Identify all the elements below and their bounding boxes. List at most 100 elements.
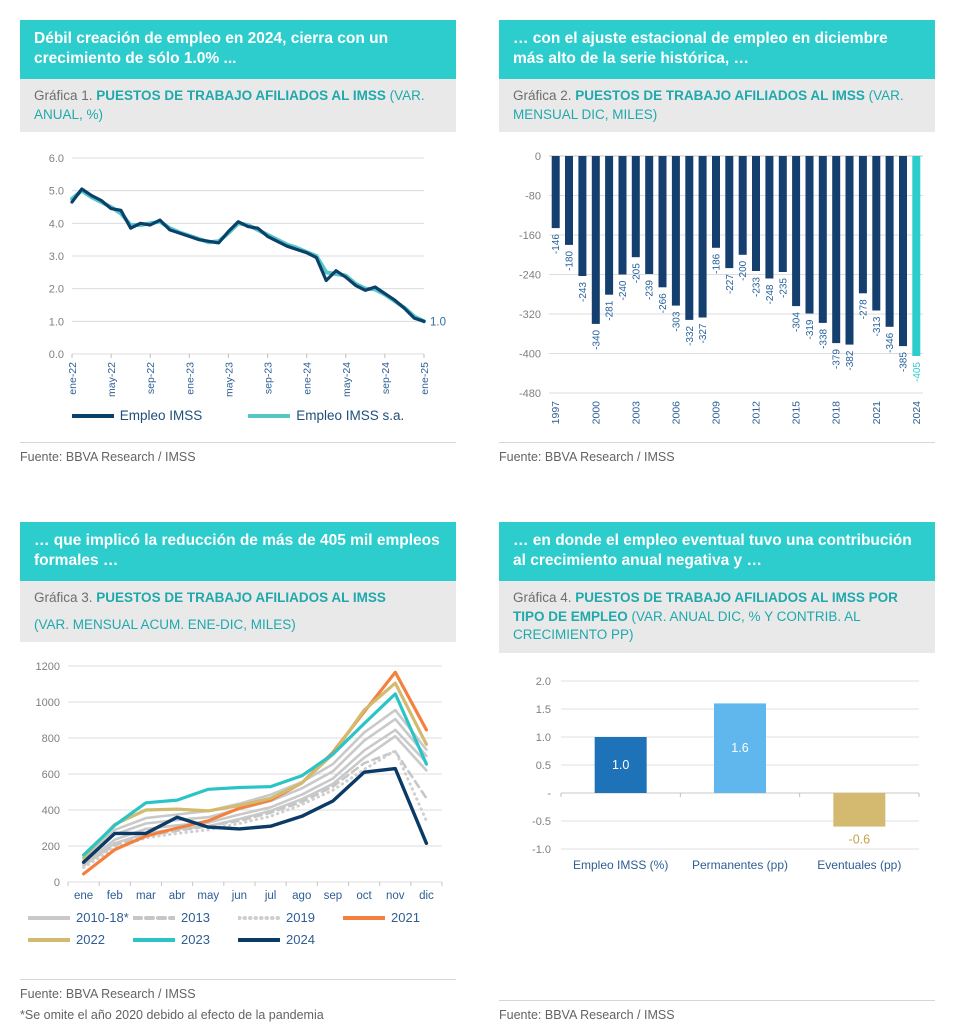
x-axis: ene-22 may-22 sep-22 ene-23 may-23 sep-23 ene-… [67,354,431,397]
caption-subtitle: (VAR. MENSUAL ACUM. ENE-DIC, MILES) [34,616,296,632]
banner-grafica-2: … con el ajuste estacional de empleo en … [499,20,935,79]
svg-text:1997: 1997 [550,401,562,425]
svg-text:2006: 2006 [670,401,682,425]
svg-text:-205: -205 [631,263,642,283]
bars: 1.0 Empleo IMSS (%) 1.6 Permanentes (pp) -0.… [573,703,901,872]
svg-text:-233: -233 [752,277,763,297]
caption-prefix: Gráfica 4. [513,589,572,605]
svg-text:0: 0 [535,151,541,163]
grafica-1-legend: Empleo IMSS Empleo IMSS s.a. [20,408,456,423]
svg-text:-80: -80 [525,191,541,203]
legend-item-2019: 2019 [238,910,343,925]
svg-text:may-22: may-22 [106,362,118,397]
svg-text:mar: mar [136,890,156,902]
svg-text:-281: -281 [605,300,616,320]
source-note: Fuente: BBVA Research / IMSS [20,979,456,1001]
source-note: Fuente: BBVA Research / IMSS [20,442,456,464]
svg-text:-235: -235 [778,278,789,298]
legend-swatch-icon [133,937,175,942]
grafica-3-legend: 2010-18* 2013 2019 2021 2022 2023 2024 [28,910,456,947]
bars: -146 1997 -180-243 -340 2000 -281-240-205 2003… [550,156,923,425]
svg-text:abr: abr [169,890,186,902]
series-2023 [81,692,428,857]
svg-text:ene-23: ene-23 [184,362,196,395]
card-grafica-4: … en donde el empleo eventual tuvo una c… [499,522,935,1022]
svg-text:-313: -313 [872,316,883,336]
svg-text:1.0: 1.0 [49,316,64,328]
svg-text:1200: 1200 [36,661,60,673]
svg-text:-240: -240 [618,280,629,300]
end-value-label: 1.0 [430,316,446,328]
caption-prefix: Gráfica 3. [34,589,93,605]
svg-text:2012: 2012 [751,401,763,425]
svg-text:ago: ago [292,890,311,902]
caption-title: PUESTOS DE TRABAJO AFILIADOS AL IMSS [96,589,386,605]
svg-text:-248: -248 [765,284,776,304]
svg-text:Empleo IMSS (%): Empleo IMSS (%) [573,858,668,872]
svg-text:Permanentes (pp): Permanentes (pp) [692,858,788,872]
svg-text:0.0: 0.0 [49,349,64,361]
svg-text:ene-24: ene-24 [302,362,314,395]
card-grafica-1: Débil creación de empleo en 2024, cierra… [20,20,456,464]
caption-title: PUESTOS DE TRABAJO AFILIADOS AL IMSS POR… [513,589,898,624]
svg-text:0.5: 0.5 [536,760,551,772]
svg-text:-382: -382 [845,350,856,370]
legend-label: 2024 [286,932,315,948]
legend-item-2010-18-: 2010-18* [28,910,133,925]
svg-text:-160: -160 [519,230,541,242]
svg-text:3.0: 3.0 [49,251,64,263]
svg-text:-327: -327 [698,323,709,343]
svg-text:-239: -239 [645,280,656,300]
svg-text:2.0: 2.0 [536,676,551,688]
legend-swatch-icon [71,413,114,418]
legend-label: Empleo IMSS s.a. [296,408,405,424]
legend-item-2024: 2024 [238,932,343,947]
svg-text:-227: -227 [725,274,736,294]
svg-text:-332: -332 [685,326,696,346]
svg-text:1.6: 1.6 [731,741,748,755]
svg-text:1000: 1000 [36,697,60,709]
legend-swatch-icon [238,937,280,942]
legend-label: Empleo IMSS [119,408,203,424]
svg-text:1.0: 1.0 [536,732,551,744]
svg-text:-200: -200 [738,261,749,281]
caption-grafica-3: Gráfica 3. PUESTOS DE TRABAJO AFILIADOS … [20,580,456,643]
svg-text:-266: -266 [658,293,669,313]
svg-text:2000: 2000 [590,401,602,425]
series-2022 [81,681,428,860]
svg-text:600: 600 [42,769,60,781]
legend-label: 2010-18* [76,910,129,926]
svg-text:sep-22: sep-22 [145,362,157,394]
legend-label: 2021 [391,910,420,926]
svg-text:-346: -346 [885,333,896,353]
svg-text:-340: -340 [591,330,602,350]
svg-text:0: 0 [54,877,60,889]
svg-text:2.0: 2.0 [49,284,64,296]
svg-text:-186: -186 [712,254,723,274]
caption-title: PUESTOS DE TRABAJO AFILIADOS AL IMSS [96,87,386,103]
svg-text:-338: -338 [818,329,829,349]
svg-text:feb: feb [107,890,123,902]
svg-text:sep: sep [324,890,343,902]
svg-text:oct: oct [356,890,372,902]
svg-text:200: 200 [42,841,60,853]
source-note: Fuente: BBVA Research / IMSS [499,442,935,464]
legend-swatch-icon [28,937,70,942]
grafica-3-line-chart: 0 200 400 600 800 1000 1200 ene feb mar abr may jun j… [36,661,443,902]
legend-item-2023: 2023 [133,932,238,947]
svg-text:ene: ene [74,890,93,902]
svg-text:-304: -304 [792,312,803,332]
caption-subtitle: (VAR. ANUAL, %) [34,87,425,122]
series-Empleo IMSS [70,187,426,324]
source-note: Fuente: BBVA Research / IMSS [499,1000,935,1022]
banner-grafica-1: Débil creación de empleo en 2024, cierra… [20,20,456,79]
x-axis: ene feb mar abr may jun jul ago sep oct nov dic [67,882,443,902]
series-2010-18* [82,708,428,860]
svg-text:jul: jul [264,890,277,902]
svg-text:-243: -243 [578,282,589,302]
legend-swatch-icon [28,915,70,920]
caption-grafica-1: Gráfica 1. PUESTOS DE TRABAJO AFILIADOS … [20,78,456,133]
legend-label: 2022 [76,932,105,948]
